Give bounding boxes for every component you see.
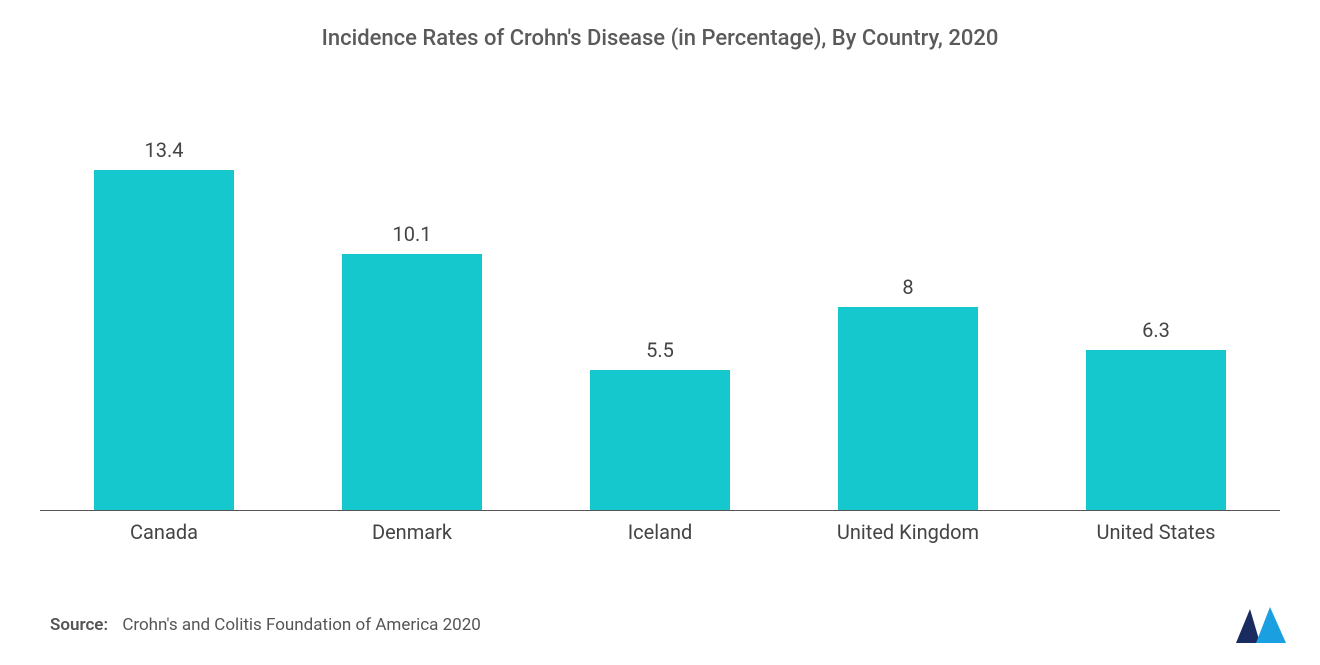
x-axis-labels: CanadaDenmarkIcelandUnited KingdomUnited… [40,520,1280,544]
source-text: Crohn's and Colitis Foundation of Americ… [122,615,481,635]
bar-value-label: 8 [902,275,913,299]
bar [590,370,730,510]
bar [342,254,482,510]
bar-value-label: 10.1 [393,222,432,246]
brand-logo-icon [1236,607,1286,643]
bar-value-label: 5.5 [646,338,674,362]
category-label: United States [1032,520,1280,544]
source-citation: Source: Crohn's and Colitis Foundation o… [50,615,481,635]
category-label: Denmark [288,520,536,544]
category-label: Iceland [536,520,784,544]
bar-value-label: 13.4 [145,138,184,162]
bar-group: 5.5 [536,338,784,510]
category-label: Canada [40,520,288,544]
bar-value-label: 6.3 [1142,318,1170,342]
bar [1086,350,1226,510]
chart-title: Incidence Rates of Crohn's Disease (in P… [0,0,1320,51]
bar-group: 8 [784,275,1032,510]
bar-group: 6.3 [1032,318,1280,510]
bar [838,307,978,510]
bar-group: 10.1 [288,222,536,510]
bar-group: 13.4 [40,138,288,510]
bar [94,170,234,510]
x-axis-line [40,510,1280,511]
source-label: Source: [50,615,108,635]
chart-plot-area: 13.410.15.586.3 [40,150,1280,510]
category-label: United Kingdom [784,520,1032,544]
